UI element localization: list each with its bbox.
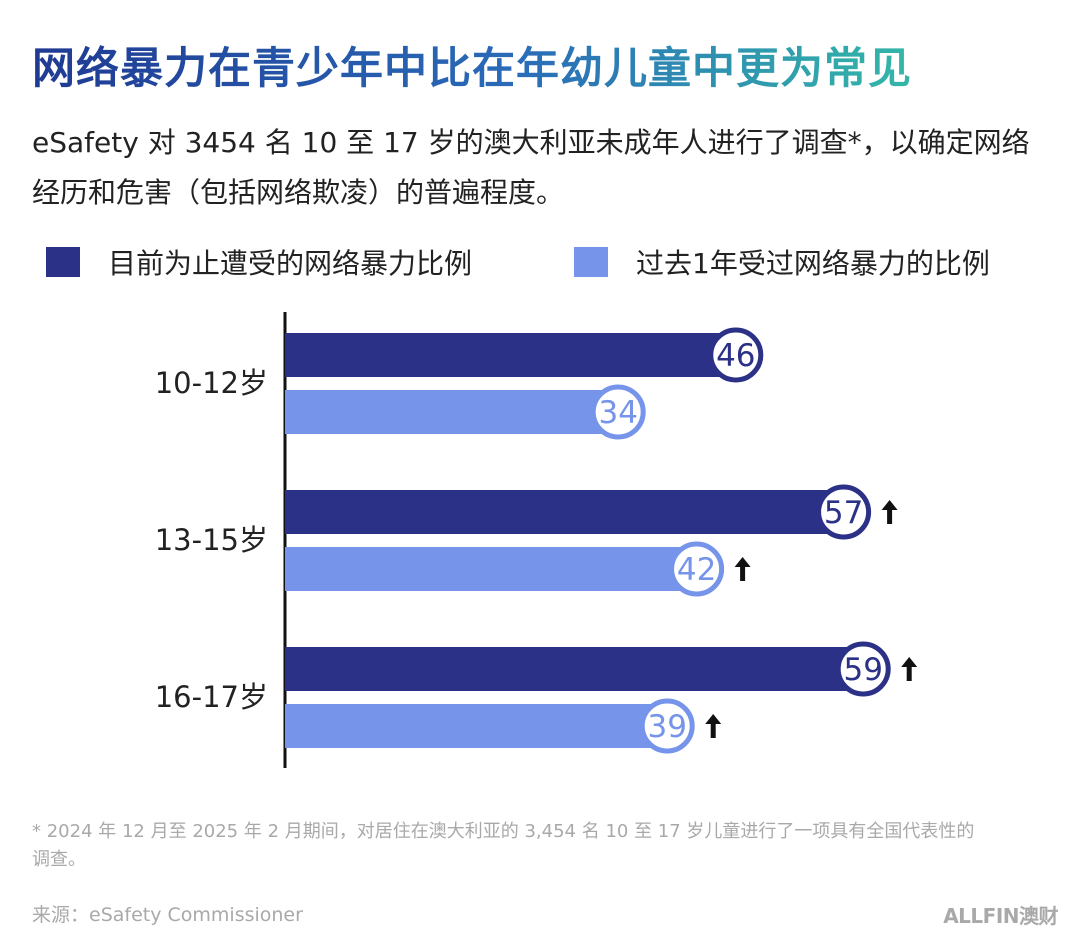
footnote: * 2024 年 12 月至 2025 年 2 月期间，对居住在澳大利亚的 3,… [32, 821, 975, 870]
data-label: 39 [647, 709, 686, 745]
brand-logo: ALLFIN澳财 [943, 904, 1058, 928]
legend-swatch-dark [46, 247, 80, 277]
bar [285, 547, 697, 591]
bar [285, 390, 619, 434]
value-badge [708, 327, 764, 383]
category-label: 10-12岁 [155, 366, 268, 400]
value-badge [669, 541, 725, 597]
data-label: 59 [843, 652, 882, 688]
value-badge [639, 698, 695, 754]
legend-label-cumulative: 目前为止遭受的网络暴力比例 [108, 247, 473, 280]
value-badge [590, 384, 646, 440]
bar [285, 490, 844, 534]
chart-subtitle: eSafety 对 3454 名 10 至 17 岁的澳大利亚未成年人进行了调查… [32, 126, 1030, 209]
data-label: 34 [598, 395, 637, 431]
value-badge [835, 641, 891, 697]
category-label: 13-15岁 [155, 523, 268, 557]
category-label: 16-17岁 [155, 680, 268, 714]
increase-arrow-icon [881, 500, 898, 524]
legend-label-past-year: 过去1年受过网络暴力的比例 [636, 247, 990, 280]
chart-title: 网络暴力在青少年中比在年幼儿童中更为常见 [32, 34, 912, 96]
bar [285, 333, 736, 377]
legend-item-cumulative: 目前为止遭受的网络暴力比例 [46, 244, 472, 280]
data-label: 46 [716, 338, 755, 374]
legend-item-past-year: 过去1年受过网络暴力的比例 [574, 244, 990, 280]
bar [285, 647, 864, 691]
bar-chart: 10-12岁 46 34 13-15岁 57 42 16-17岁 59 39 [155, 312, 918, 768]
data-label: 57 [824, 495, 863, 531]
source-note: 来源：eSafety Commissioner [32, 904, 303, 926]
increase-arrow-icon [705, 714, 722, 738]
value-badge [816, 484, 872, 540]
increase-arrow-icon [734, 557, 751, 581]
increase-arrow-icon [901, 657, 918, 681]
data-label: 42 [677, 552, 716, 588]
legend-swatch-light [574, 247, 608, 277]
bar [285, 704, 668, 748]
